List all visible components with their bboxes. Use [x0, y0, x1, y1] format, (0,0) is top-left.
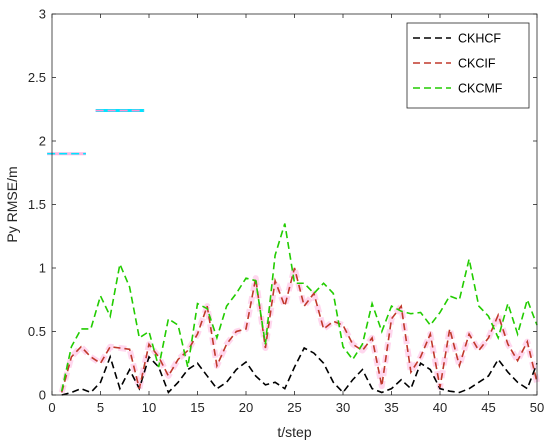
annotation-layer	[47, 109, 145, 156]
x-tick-label: 20	[239, 400, 253, 415]
series-line-ckcmf	[60, 223, 538, 392]
x-tick-label: 10	[142, 400, 156, 415]
y-tick-label: 0	[39, 388, 46, 403]
series-line-ckhcf	[61, 346, 538, 396]
legend-label: CKCIF	[458, 57, 496, 71]
legend: CKHCF CKCIF CKCMF	[406, 22, 530, 109]
series-layer	[60, 223, 538, 396]
x-tick-label: 5	[97, 400, 104, 415]
series-line-ckcif	[60, 267, 538, 393]
x-tick-label: 45	[481, 400, 495, 415]
y-axis-label: Py RMSE/m	[4, 166, 20, 242]
x-tick-label: 40	[433, 400, 447, 415]
y-tick-label: 3	[39, 7, 46, 22]
y-tick-label: 2	[39, 134, 46, 149]
y-tick-label: 0.5	[28, 324, 46, 339]
legend-label: CKCMF	[458, 82, 503, 96]
legend-box	[406, 22, 530, 109]
y-tick-label: 2.5	[28, 70, 46, 85]
x-tick-label: 35	[384, 400, 398, 415]
x-tick-label: 0	[48, 400, 55, 415]
x-axis: 0 5 10 15 20 25 30 35 40 45 50	[48, 14, 544, 415]
x-tick-label: 15	[190, 400, 204, 415]
x-tick-label: 30	[336, 400, 350, 415]
x-tick-label: 25	[287, 400, 301, 415]
x-tick-label: 50	[530, 400, 544, 415]
y-axis: 0 0.5 1 1.5 2 2.5 3	[28, 7, 537, 403]
y-tick-label: 1	[39, 261, 46, 276]
y-tick-label: 1.5	[28, 197, 46, 212]
x-axis-label: t/step	[277, 424, 311, 440]
legend-label: CKHCF	[458, 32, 501, 46]
